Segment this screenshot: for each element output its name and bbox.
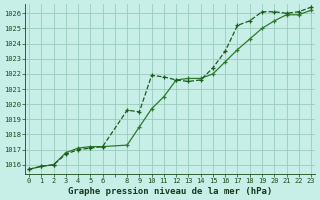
- X-axis label: Graphe pression niveau de la mer (hPa): Graphe pression niveau de la mer (hPa): [68, 187, 272, 196]
